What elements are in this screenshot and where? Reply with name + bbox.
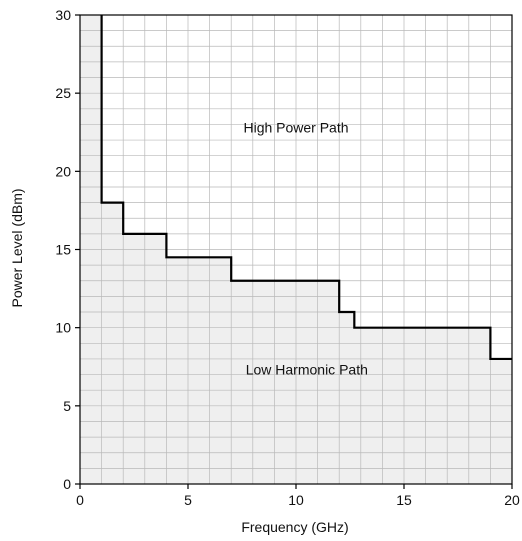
x-tick-label: 0 [76,492,84,508]
y-tick-label: 10 [55,320,71,336]
x-tick-label: 20 [504,492,520,508]
y-tick-label: 30 [55,7,71,23]
y-axis-title: Power Level (dBm) [9,188,25,307]
y-tick-label: 5 [63,398,71,414]
y-tick-label: 0 [63,476,71,492]
plot-area [79,14,513,485]
y-tick-label: 15 [55,242,71,258]
grid [80,15,512,484]
x-tick-label: 5 [184,492,192,508]
x-axis-title: Frequency (GHz) [241,519,348,535]
annotations: High Power Path Low Harmonic Path [243,119,367,377]
region-label: High Power Path [243,119,348,135]
x-tick-label: 15 [396,492,412,508]
boundary-step-line [100,15,512,361]
y-tick-label: 20 [55,163,71,179]
x-axis: 0 5 10 15 20 [76,484,520,508]
x-tick-label: 10 [288,492,304,508]
y-tick-label: 25 [55,85,71,101]
y-axis: 0 5 10 15 20 25 30 [55,7,80,492]
region-label: Low Harmonic Path [246,362,368,378]
